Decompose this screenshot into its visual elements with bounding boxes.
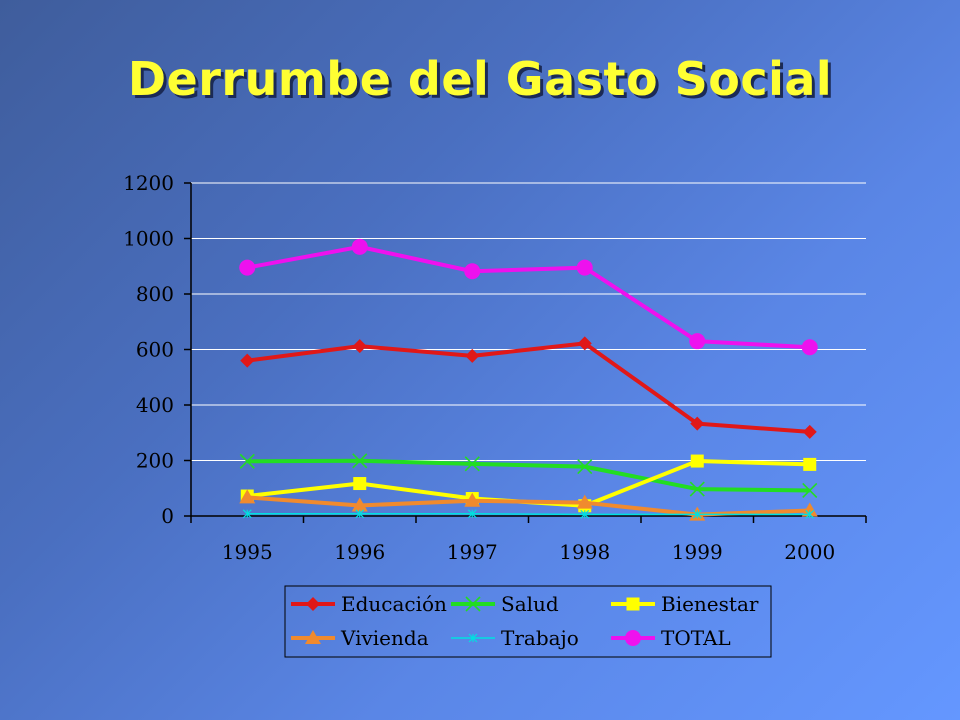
data-point [355, 509, 365, 519]
data-point [464, 456, 480, 472]
legend-label: Vivienda [340, 626, 429, 650]
legend-marker [465, 596, 481, 612]
series-line [246, 244, 810, 350]
legend-box [284, 585, 772, 658]
legend-item: TOTAL [611, 626, 731, 650]
y-tick-label: 600 [136, 338, 174, 362]
x-tick-label: 1997 [447, 540, 498, 564]
legend-marker [305, 630, 321, 644]
gridlines [191, 182, 866, 461]
data-point [465, 348, 480, 363]
data-point [240, 353, 255, 368]
y-tick-label: 1200 [123, 171, 174, 195]
data-point [801, 339, 818, 356]
y-tick-label: 800 [136, 282, 174, 306]
data-point [351, 497, 368, 512]
data-point [690, 416, 705, 431]
series-educación [240, 336, 817, 439]
legend-marker [625, 630, 641, 646]
series-line [247, 459, 810, 508]
data-point [690, 454, 704, 468]
chart-title: Derrumbe del Gasto Social [127, 52, 833, 106]
data-point [239, 489, 256, 504]
y-tick-label: 0 [161, 504, 174, 528]
data-point [802, 482, 818, 499]
series-line [246, 341, 810, 434]
data-point [689, 333, 706, 350]
data-point [801, 502, 818, 517]
data-point [353, 477, 367, 491]
data-point [689, 481, 705, 497]
legend-item: Vivienda [291, 626, 429, 650]
series-total [239, 238, 818, 356]
data-point [467, 509, 477, 519]
data-point [464, 492, 481, 507]
data-point [576, 494, 593, 509]
series-line [247, 495, 810, 517]
series-lines [239, 238, 818, 521]
data-point [803, 457, 817, 471]
data-point [805, 509, 815, 519]
legend: Educación Salud Bienestar Vivienda Trabajo TO… [284, 585, 772, 658]
legend-label: Salud [501, 592, 559, 616]
data-point [352, 453, 368, 469]
series-salud [239, 453, 818, 499]
legend-item: Trabajo [451, 626, 579, 650]
series-line [247, 513, 810, 516]
legend-item: Bienestar [611, 592, 759, 616]
legend-item: Educación [291, 592, 447, 616]
series-trabajo [242, 509, 815, 519]
legend-label: Trabajo [501, 626, 579, 650]
data-point [352, 339, 367, 354]
data-point [351, 238, 368, 255]
data-point [239, 453, 255, 469]
x-tick-label: 1998 [559, 540, 610, 564]
data-point [577, 336, 592, 351]
x-tick-label: 2000 [784, 540, 835, 564]
legend-marker [626, 597, 640, 611]
x-tick-label: 1995 [222, 540, 273, 564]
data-point [577, 459, 593, 475]
data-point [242, 509, 252, 519]
data-point [576, 259, 593, 276]
y-tick-label: 1000 [123, 227, 174, 251]
data-point [802, 424, 817, 439]
axes: 0 200 400 600 800 1000 1200 1995 1996 1997 1998 199… [123, 171, 867, 564]
data-point [692, 509, 702, 519]
x-tick-label: 1999 [672, 540, 723, 564]
legend-marker [306, 597, 320, 611]
data-point [464, 263, 481, 280]
y-tick-label: 200 [136, 449, 174, 473]
y-tick-label: 400 [136, 393, 174, 417]
series-line [247, 458, 810, 493]
data-point [239, 259, 256, 276]
legend-marker [468, 633, 478, 643]
legend-label: Educación [341, 592, 447, 616]
legend-item: Salud [451, 592, 559, 616]
legend-label: Bienestar [661, 592, 759, 616]
legend-label: TOTAL [661, 626, 731, 650]
data-point [580, 509, 590, 519]
x-tick-label: 1996 [334, 540, 385, 564]
